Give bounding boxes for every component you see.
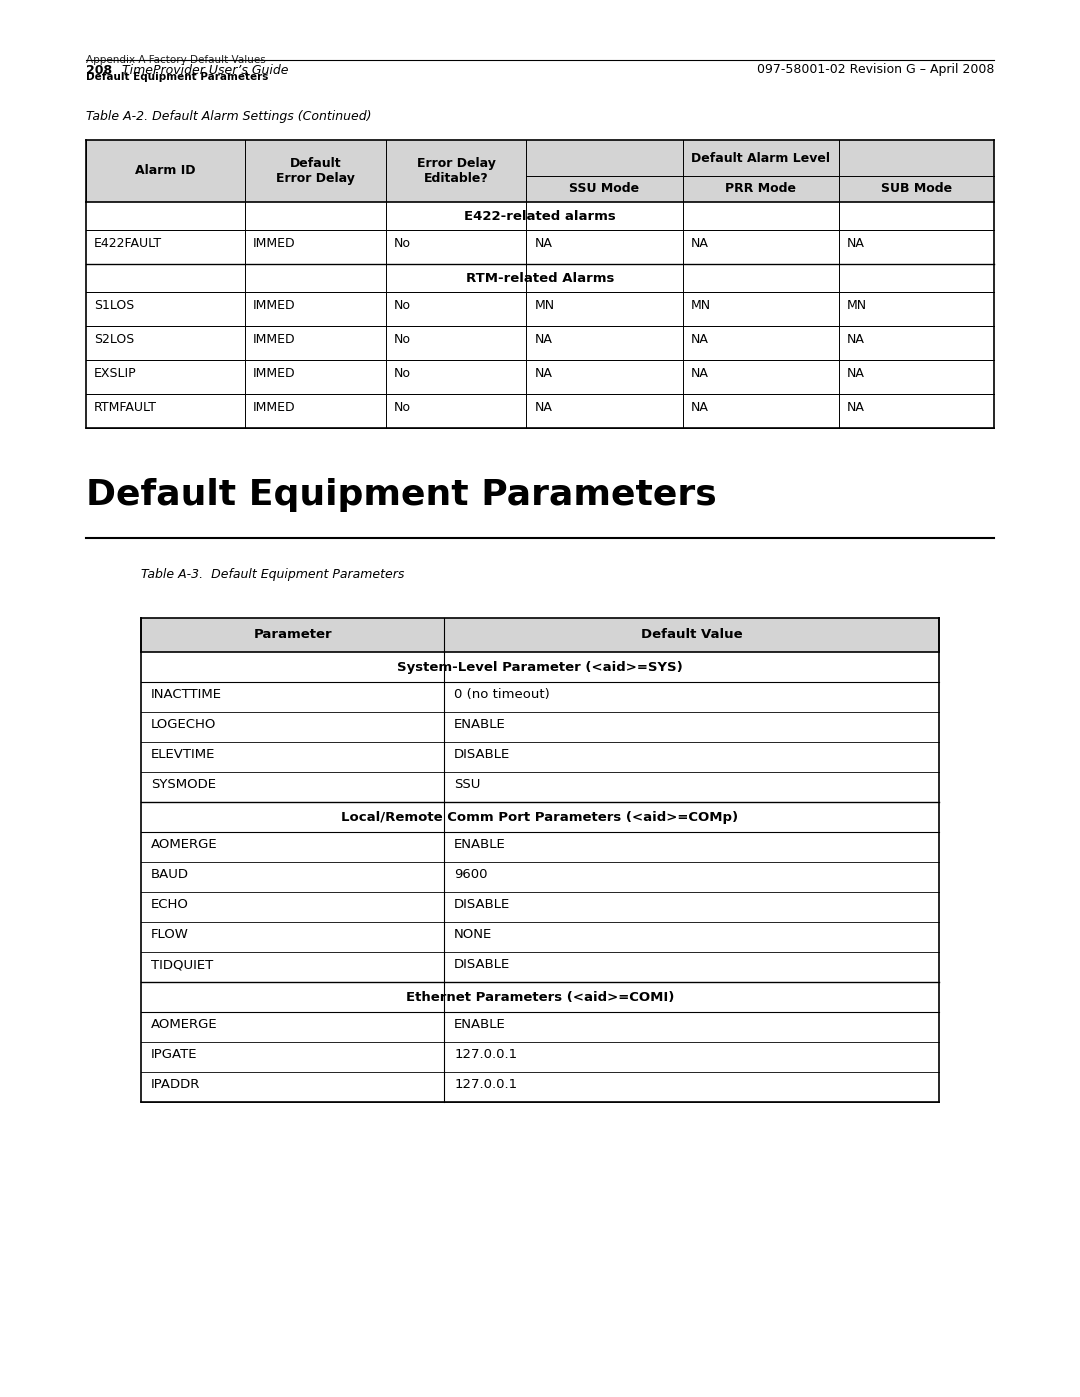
Text: No: No: [393, 299, 410, 312]
Text: SSU: SSU: [455, 778, 481, 791]
Text: 127.0.0.1: 127.0.0.1: [455, 1048, 517, 1060]
Text: EXSLIP: EXSLIP: [94, 367, 137, 380]
Text: NA: NA: [535, 367, 552, 380]
Text: ECHO: ECHO: [151, 898, 189, 911]
Text: 9600: 9600: [455, 868, 488, 882]
Text: PRR Mode: PRR Mode: [725, 183, 796, 196]
Text: BAUD: BAUD: [151, 868, 189, 882]
Text: MN: MN: [690, 299, 711, 312]
Text: Default Alarm Level: Default Alarm Level: [691, 151, 829, 165]
Text: Table A-2. Default Alarm Settings (Continued): Table A-2. Default Alarm Settings (Conti…: [86, 110, 372, 123]
Text: MN: MN: [535, 299, 554, 312]
Text: MN: MN: [847, 299, 867, 312]
Text: DISABLE: DISABLE: [455, 958, 511, 971]
Text: 0 (no timeout): 0 (no timeout): [455, 687, 550, 701]
Text: Default
Error Delay: Default Error Delay: [275, 156, 354, 184]
Text: RTMFAULT: RTMFAULT: [94, 401, 157, 414]
Text: 127.0.0.1: 127.0.0.1: [455, 1078, 517, 1091]
Text: No: No: [393, 401, 410, 414]
Text: NA: NA: [847, 237, 865, 250]
Text: NA: NA: [690, 332, 708, 346]
Text: 208: 208: [86, 63, 112, 77]
Text: INACTTIME: INACTTIME: [151, 687, 222, 701]
Text: Default Value: Default Value: [640, 629, 742, 641]
Text: NA: NA: [847, 401, 865, 414]
Bar: [86, 140, 994, 203]
Text: System-Level Parameter (<aid>=SYS): System-Level Parameter (<aid>=SYS): [397, 661, 683, 673]
Text: IMMED: IMMED: [253, 237, 296, 250]
Text: NA: NA: [690, 237, 708, 250]
Text: SYSMODE: SYSMODE: [151, 778, 216, 791]
Text: Table A-3.  Default Equipment Parameters: Table A-3. Default Equipment Parameters: [141, 569, 404, 581]
Text: Appendix A Factory Default Values: Appendix A Factory Default Values: [86, 54, 266, 66]
Text: NA: NA: [535, 237, 552, 250]
Text: TimeProvider User’s Guide: TimeProvider User’s Guide: [114, 63, 288, 77]
Text: DISABLE: DISABLE: [455, 898, 511, 911]
Text: SUB Mode: SUB Mode: [881, 183, 951, 196]
Text: DISABLE: DISABLE: [455, 747, 511, 761]
Text: E422-related alarms: E422-related alarms: [464, 210, 616, 222]
Text: S2LOS: S2LOS: [94, 332, 134, 346]
Text: IPGATE: IPGATE: [151, 1048, 198, 1060]
Text: IMMED: IMMED: [253, 367, 296, 380]
Text: IPADDR: IPADDR: [151, 1078, 201, 1091]
Text: 097-58001-02 Revision G – April 2008: 097-58001-02 Revision G – April 2008: [757, 63, 994, 77]
Text: No: No: [393, 367, 410, 380]
Text: ELEVTIME: ELEVTIME: [151, 747, 215, 761]
Text: TIDQUIET: TIDQUIET: [151, 958, 213, 971]
Text: ENABLE: ENABLE: [455, 718, 507, 731]
Text: S1LOS: S1LOS: [94, 299, 134, 312]
Text: LOGECHO: LOGECHO: [151, 718, 216, 731]
Text: Alarm ID: Alarm ID: [135, 165, 195, 177]
Text: Error Delay
Editable?: Error Delay Editable?: [417, 156, 496, 184]
Bar: [141, 617, 939, 652]
Text: RTM-related Alarms: RTM-related Alarms: [465, 271, 615, 285]
Text: IMMED: IMMED: [253, 332, 296, 346]
Text: IMMED: IMMED: [253, 299, 296, 312]
Text: NA: NA: [535, 401, 552, 414]
Text: NONE: NONE: [455, 928, 492, 942]
Text: No: No: [393, 332, 410, 346]
Text: Parameter: Parameter: [254, 629, 332, 641]
Text: NA: NA: [535, 332, 552, 346]
Text: NA: NA: [847, 332, 865, 346]
Text: Default Equipment Parameters: Default Equipment Parameters: [86, 73, 268, 82]
Text: Ethernet Parameters (<aid>=COMI): Ethernet Parameters (<aid>=COMI): [406, 990, 674, 1003]
Text: AOMERGE: AOMERGE: [151, 838, 218, 851]
Text: NA: NA: [690, 367, 708, 380]
Text: E422FAULT: E422FAULT: [94, 237, 162, 250]
Text: No: No: [393, 237, 410, 250]
Text: Default Equipment Parameters: Default Equipment Parameters: [86, 478, 717, 511]
Text: ENABLE: ENABLE: [455, 838, 507, 851]
Text: SSU Mode: SSU Mode: [569, 183, 639, 196]
Text: NA: NA: [690, 401, 708, 414]
Text: FLOW: FLOW: [151, 928, 189, 942]
Text: Local/Remote Comm Port Parameters (<aid>=COMp): Local/Remote Comm Port Parameters (<aid>…: [341, 810, 739, 823]
Text: IMMED: IMMED: [253, 401, 296, 414]
Text: AOMERGE: AOMERGE: [151, 1018, 218, 1031]
Text: NA: NA: [847, 367, 865, 380]
Text: ENABLE: ENABLE: [455, 1018, 507, 1031]
